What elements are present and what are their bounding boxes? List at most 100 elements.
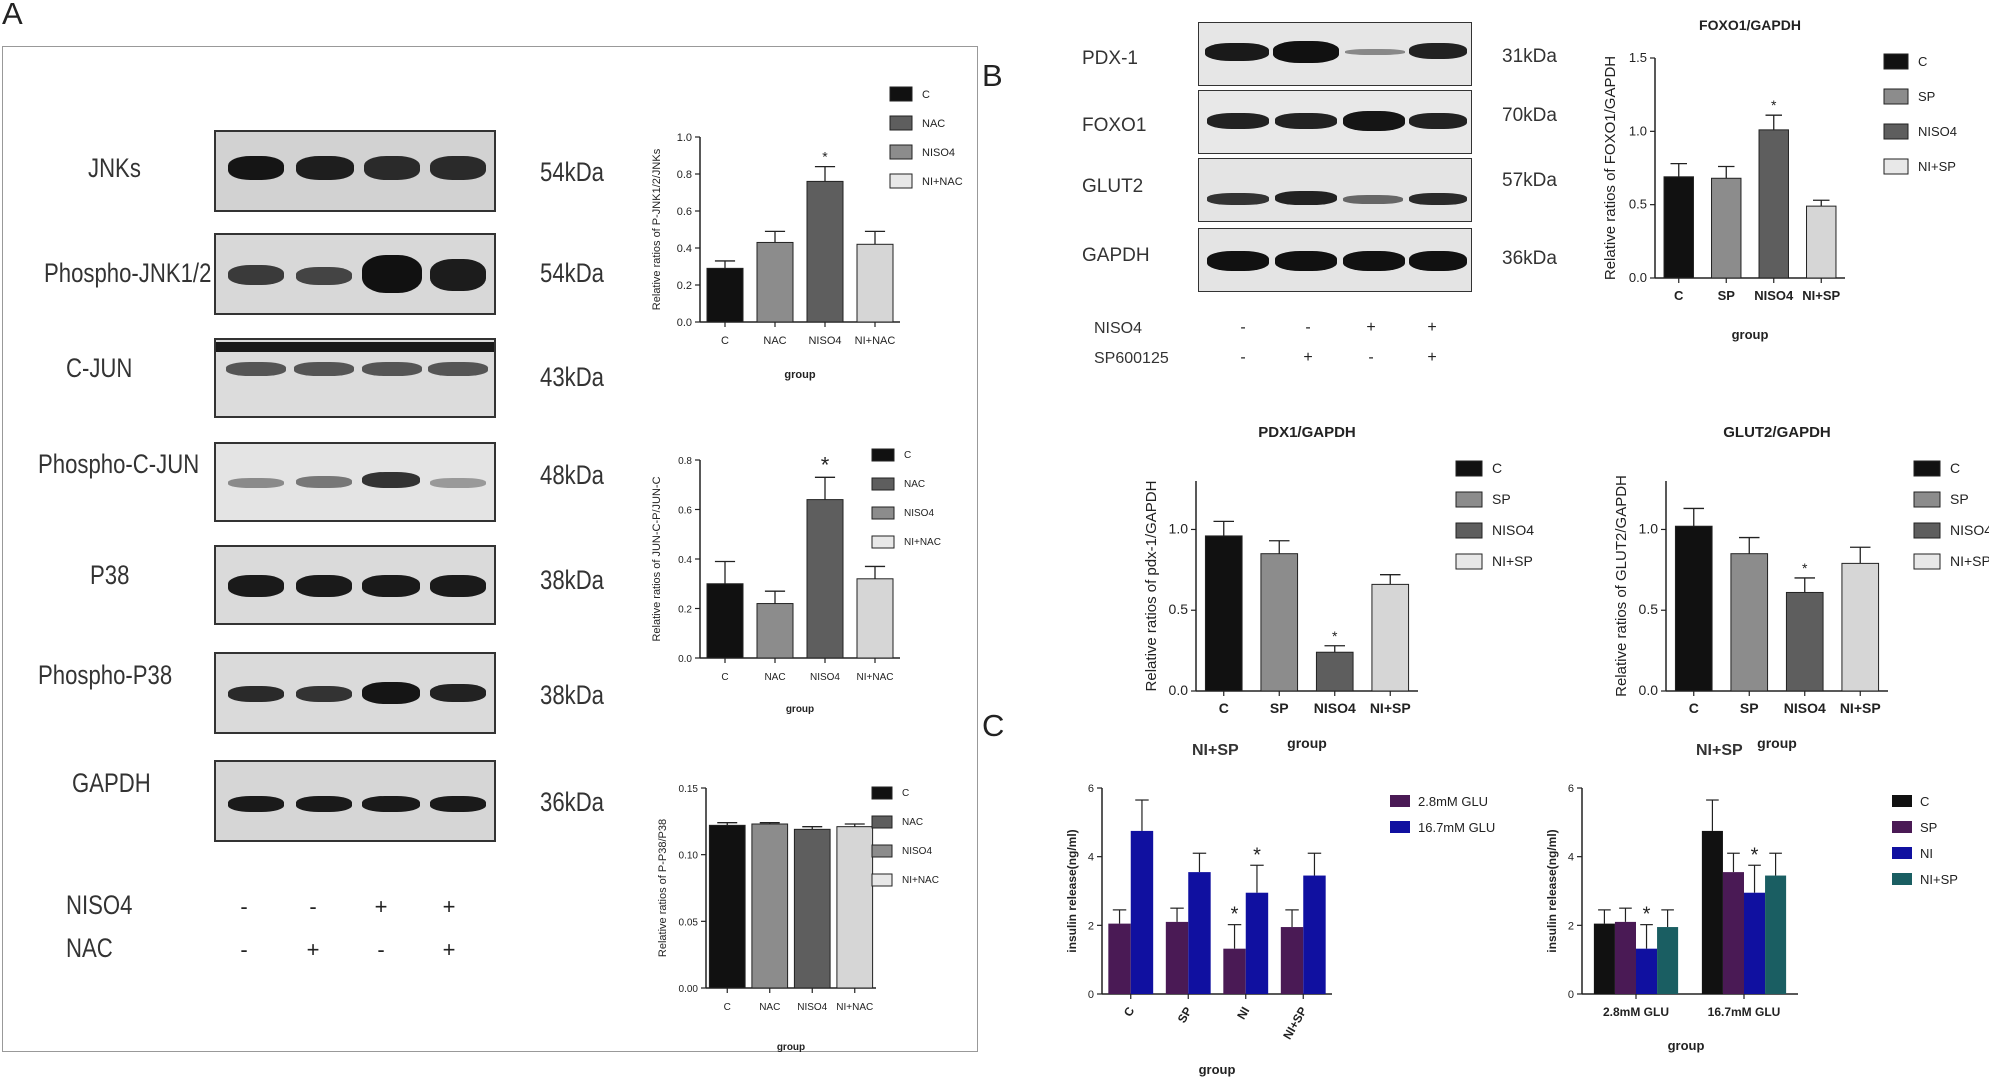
y-tick-label: 0.6 bbox=[678, 506, 692, 517]
legend-label: NAC bbox=[922, 118, 945, 130]
x-tick-label: NI+SP bbox=[1840, 700, 1881, 716]
chart-title: GLUT2/GAPDH bbox=[1723, 424, 1831, 441]
legend-label: NI+NAC bbox=[922, 176, 963, 188]
legend-swatch bbox=[889, 173, 913, 189]
legend-label: NISO4 bbox=[922, 147, 955, 159]
y-tick-label: 0.10 bbox=[679, 851, 699, 862]
bar bbox=[1614, 921, 1636, 994]
y-tick-label: 0 bbox=[1568, 989, 1574, 1001]
blot-label-phospho-c-jun: Phospho-C-JUN bbox=[38, 449, 200, 479]
chart-jnk: 0.0 0.2 0.4 0.6 0.8 1.0 Relative ratios of P-J… bbox=[651, 86, 963, 381]
y-tick-label: 1.5 bbox=[1629, 50, 1647, 65]
bar bbox=[1758, 129, 1789, 279]
y-tick-label: 0.0 bbox=[1629, 270, 1647, 285]
bar bbox=[1315, 651, 1354, 692]
bar bbox=[806, 499, 844, 659]
blot-label-p38: P38 bbox=[90, 560, 130, 590]
y-axis-label: Relative ratios of GLUT2/GAPDH bbox=[1613, 475, 1630, 697]
legend-swatch bbox=[1892, 821, 1912, 833]
y-tick-label: 4 bbox=[1568, 852, 1574, 864]
kda-phospho-c-jun: 48kDa bbox=[540, 460, 604, 490]
y-axis-label: Relative ratios of P-P38/P38 bbox=[657, 819, 669, 957]
panel-a-frame bbox=[2, 46, 978, 1052]
x-tick-label: NAC bbox=[759, 1002, 780, 1013]
blot-image-pdx1 bbox=[1198, 22, 1472, 86]
blot-image-c-jun bbox=[214, 338, 496, 418]
legend-label: NI+SP bbox=[1920, 872, 1958, 887]
bar bbox=[1663, 176, 1694, 279]
legend-swatch bbox=[1390, 795, 1410, 807]
legend-swatch bbox=[871, 786, 893, 800]
chart-pdx1: PDX1/GAPDH 0.0 0.5 1.0 Relative ratios of pd… bbox=[1143, 424, 1534, 751]
bar bbox=[1674, 525, 1713, 692]
y-tick-label: 0.5 bbox=[1169, 601, 1189, 617]
legend-label: C bbox=[1950, 460, 1960, 476]
kda-p38: 38kDa bbox=[540, 565, 604, 595]
chart-p38: 0.00 0.05 0.10 0.15 Relative ratios of P-P38… bbox=[657, 784, 939, 1053]
x-axis-label: group bbox=[1668, 1038, 1705, 1053]
bar bbox=[1223, 948, 1246, 994]
x-axis-label: group bbox=[784, 369, 815, 381]
sign: + bbox=[374, 894, 388, 919]
sign: + bbox=[442, 937, 456, 962]
bar bbox=[1730, 553, 1769, 692]
x-tick-label: SP bbox=[1718, 288, 1736, 303]
legend-swatch bbox=[871, 448, 895, 462]
legend-swatch bbox=[1913, 522, 1941, 539]
bar bbox=[1841, 562, 1880, 692]
legend-label: SP bbox=[1920, 820, 1937, 835]
chart-cjun: 0.0 0.2 0.4 0.6 0.8 Relative ratios of JUN-C-… bbox=[651, 448, 941, 715]
significance-star: * bbox=[822, 149, 828, 165]
legend-swatch bbox=[1892, 795, 1912, 807]
x-tick-label: NAC bbox=[764, 672, 785, 683]
legend-label: 16.7mM GLU bbox=[1418, 820, 1495, 835]
bar bbox=[708, 824, 746, 989]
legend-swatch bbox=[889, 144, 913, 160]
y-tick-label: 0.4 bbox=[678, 555, 692, 566]
significance-star: * bbox=[1643, 904, 1651, 926]
y-tick-label: 4 bbox=[1088, 852, 1094, 864]
x-tick-label: C bbox=[721, 335, 729, 347]
y-tick-label: 0.15 bbox=[679, 784, 699, 795]
chart-glut2: GLUT2/GAPDH 0.0 0.5 1.0 Relative ratios of G… bbox=[1613, 424, 1989, 751]
x-tick-label: C bbox=[1219, 700, 1229, 716]
y-tick-label: 0.0 bbox=[1169, 682, 1189, 698]
x-tick-label: NI+NAC bbox=[857, 672, 894, 683]
blot-image-p38 bbox=[214, 545, 496, 625]
legend-swatch bbox=[889, 115, 913, 131]
legend-label: NISO4 bbox=[1918, 124, 1957, 139]
bar bbox=[751, 823, 789, 989]
bar bbox=[806, 180, 844, 323]
x-axis-label: group bbox=[1287, 735, 1327, 751]
x-axis-label: group bbox=[1732, 327, 1769, 342]
kda-glut2: 57kDa bbox=[1502, 170, 1557, 191]
treatment-label-niso4-b: NISO4 bbox=[1094, 320, 1143, 337]
blot-label-gapdh-b: GAPDH bbox=[1082, 245, 1150, 266]
panel-letter-c: C bbox=[982, 708, 1005, 743]
y-tick-label: 0.4 bbox=[677, 243, 692, 255]
y-tick-label: 0.05 bbox=[679, 917, 699, 928]
significance-star: * bbox=[1253, 844, 1261, 866]
bar bbox=[836, 826, 874, 989]
sign: - bbox=[1240, 319, 1246, 336]
bar bbox=[856, 578, 894, 659]
legend-swatch bbox=[1883, 158, 1909, 175]
x-tick-label: C bbox=[724, 1002, 731, 1013]
significance-star: * bbox=[1771, 97, 1777, 113]
bar bbox=[1130, 830, 1154, 994]
x-tick-label: 2.8mM GLU bbox=[1603, 1005, 1669, 1019]
legend-swatch bbox=[1883, 88, 1909, 105]
legend-label: NAC bbox=[902, 817, 923, 828]
bar bbox=[1260, 553, 1299, 692]
sign: + bbox=[1427, 349, 1437, 366]
chart-insulin-by-group: 0 2 4 6 insulin release(ng/ml) C SP * * NI NI+SP gr… bbox=[1065, 783, 1495, 1077]
legend-label: NAC bbox=[904, 479, 925, 490]
x-tick-label: C bbox=[1674, 288, 1684, 303]
legend-swatch bbox=[871, 844, 893, 858]
bar bbox=[756, 603, 794, 659]
legend-label: NI+SP bbox=[1950, 553, 1989, 569]
legend-swatch bbox=[1883, 53, 1909, 70]
legend-swatch bbox=[871, 506, 895, 520]
bar bbox=[1785, 591, 1824, 692]
blot-label-phospho-p38: Phospho-P38 bbox=[38, 660, 173, 690]
